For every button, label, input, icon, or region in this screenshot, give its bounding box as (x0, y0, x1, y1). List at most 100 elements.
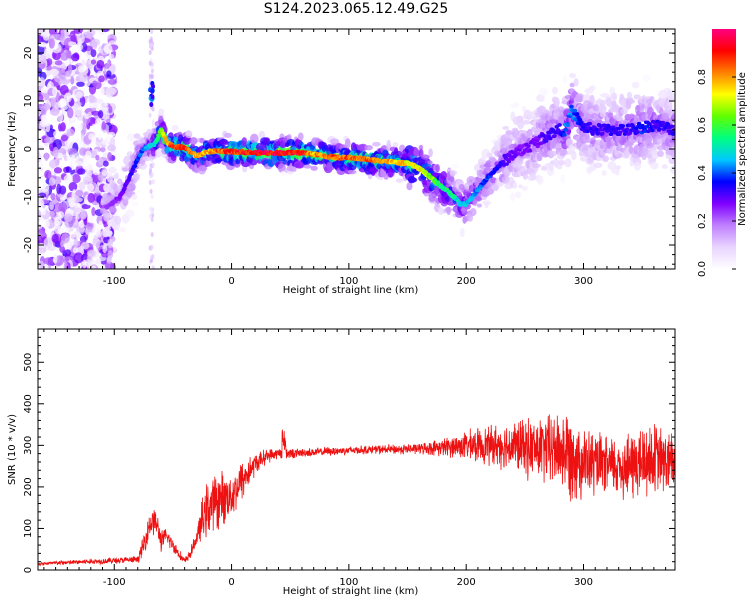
spectrogram-data (38, 29, 675, 269)
spectrogram-cell (440, 171, 448, 180)
spectrogram-noise-cell (48, 211, 55, 218)
spectrogram-noise-cell (52, 146, 59, 158)
spectrogram-cell (364, 144, 373, 151)
spectrogram-ridge-cell (650, 128, 655, 133)
spectrogram-noise-cell (73, 29, 83, 34)
spectrogram-noise-cell (102, 160, 109, 167)
spectrogram-noise-cell (67, 107, 74, 119)
spectrogram-cell (641, 152, 647, 160)
spectrogram-cell (106, 230, 113, 237)
spectrogram-ridge-cell (574, 112, 580, 116)
spectrogram-noise-cell (38, 162, 49, 169)
spectrogram-noise-cell (87, 192, 95, 204)
spectrogram-noise-cell (38, 45, 45, 56)
spectrogram-ridge-cell (501, 159, 506, 164)
spectrogram-cell (347, 169, 357, 175)
spectrogram-noise-cell (38, 235, 44, 246)
spectrogram-cell (103, 212, 110, 222)
spectrogram-ridge-cell (598, 127, 603, 132)
spectrogram-cell (536, 94, 545, 103)
spectrogram-noise-cell (97, 116, 102, 128)
colorbar: 0.0 0.2 0.4 0.6 0.8 Normalized spectral ampli… (697, 29, 748, 277)
spectrogram-cell (593, 162, 603, 168)
spectrogram-cell (513, 102, 520, 108)
spectrogram-cell (131, 201, 139, 207)
spectrogram-cell (114, 172, 119, 179)
spectrogram-noise-cell (106, 70, 112, 77)
spectrogram-cell (672, 152, 675, 160)
spectrogram-cell (584, 131, 590, 140)
spectrogram-cell (395, 178, 404, 183)
spectrogram-cell (639, 107, 645, 113)
spectrogram-y-tick-label: 10 (23, 95, 34, 108)
spectrogram-noise-cell (50, 96, 57, 108)
spectrogram-cell (556, 164, 563, 170)
spectrogram-cell (553, 157, 559, 168)
spectrogram-noise-cell (52, 50, 61, 61)
spectrogram-y-tick-label: 0 (23, 146, 34, 152)
spectrogram-cell (219, 139, 229, 146)
spectrogram-ridge-cell (670, 132, 675, 136)
spectrogram-ridge-cell (552, 134, 557, 138)
spectrogram-noise-cell (98, 75, 105, 83)
spectrogram-noise-cell (38, 54, 47, 64)
spectrogram-noise-cell (40, 208, 46, 216)
spectrogram-noise-cell (45, 70, 52, 77)
spectrogram-ridge-cell (617, 130, 623, 135)
spectrogram-noise-cell (71, 53, 80, 62)
spectrogram-ridge-cell (657, 127, 662, 131)
spectrogram-cell (126, 133, 136, 142)
spectrogram-ridge-cell (161, 131, 166, 136)
spectrogram-cell (185, 131, 193, 137)
spectrogram-cell (615, 168, 620, 176)
spectrogram-cell (554, 97, 560, 108)
spectrogram-cell (589, 85, 596, 91)
spectrogram-noise-cell (38, 223, 43, 230)
spectrogram-cell (661, 112, 670, 121)
spectrogram-x-tick-label: 300 (574, 276, 593, 287)
spectrogram-noise-cell (150, 209, 154, 215)
snr-y-tick-label: 0 (23, 567, 34, 573)
spectrogram-noise-cell (48, 177, 56, 186)
colorbar-label: Normalized spectral amplitude (737, 72, 748, 226)
spectrogram-noise-cell (60, 52, 69, 61)
spectrogram-noise-cell (97, 110, 104, 119)
spectrogram-noise-cell (88, 96, 97, 104)
spectrogram-noise-cell (96, 59, 105, 69)
spectrogram-noise-cell (38, 260, 44, 269)
spectrogram-cell (125, 209, 135, 218)
spectrogram-noise-cell (63, 174, 73, 184)
spectrogram-noise-cell (150, 29, 154, 35)
spectrogram-cell (461, 210, 468, 215)
spectrogram-cell (642, 145, 649, 154)
spectrogram-cell (469, 208, 477, 217)
snr-panel: -100 0 100 200 300 0 100 200 300 400 500 Height of … (7, 328, 676, 597)
spectrogram-noise-cell (72, 45, 77, 52)
spectrogram-ridge-cell (565, 123, 571, 128)
spectrogram-x-axis-label: Height of straight line (km) (283, 285, 419, 296)
spectrogram-noise-cell (96, 229, 102, 238)
spectrogram-cell (151, 83, 156, 89)
spectrogram-noise-cell (104, 63, 111, 69)
spectrogram-cell (372, 141, 381, 147)
spectrogram-cell (633, 94, 641, 100)
spectrogram-noise-cell (87, 111, 92, 118)
spectrogram-cell (297, 132, 304, 141)
snr-x-tick-label: 300 (574, 577, 593, 588)
spectrogram-noise-cell (85, 150, 92, 159)
spectrogram-noise-cell (79, 211, 87, 220)
spectrogram-cell (408, 177, 418, 183)
spectrogram-noise-cell (59, 84, 69, 96)
spectrogram-y-tick-label: -20 (23, 237, 34, 253)
spectrogram-cell (344, 138, 351, 149)
spectrogram-noise-cell (148, 112, 152, 118)
spectrogram-cell (168, 132, 174, 139)
spectrogram-cell (627, 99, 636, 104)
spectrogram-cell (617, 153, 624, 158)
spectrogram-noise-cell (87, 214, 94, 224)
spectrogram-noise-cell (54, 60, 63, 66)
spectrogram-cell (435, 164, 440, 173)
spectrogram-noise-cell (76, 226, 86, 233)
spectrogram-x-tick-label: -100 (103, 276, 126, 287)
